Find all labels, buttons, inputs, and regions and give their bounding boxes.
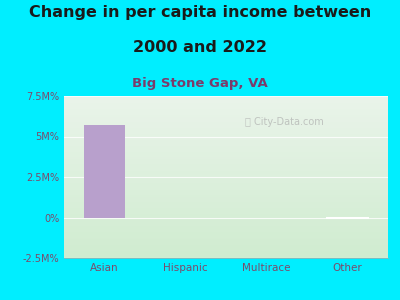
Text: Big Stone Gap, VA: Big Stone Gap, VA: [132, 76, 268, 89]
Text: Change in per capita income between: Change in per capita income between: [29, 4, 371, 20]
Bar: [84, 125, 125, 218]
Text: ⓘ City-Data.com: ⓘ City-Data.com: [245, 117, 324, 127]
Text: 2000 and 2022: 2000 and 2022: [133, 40, 267, 56]
